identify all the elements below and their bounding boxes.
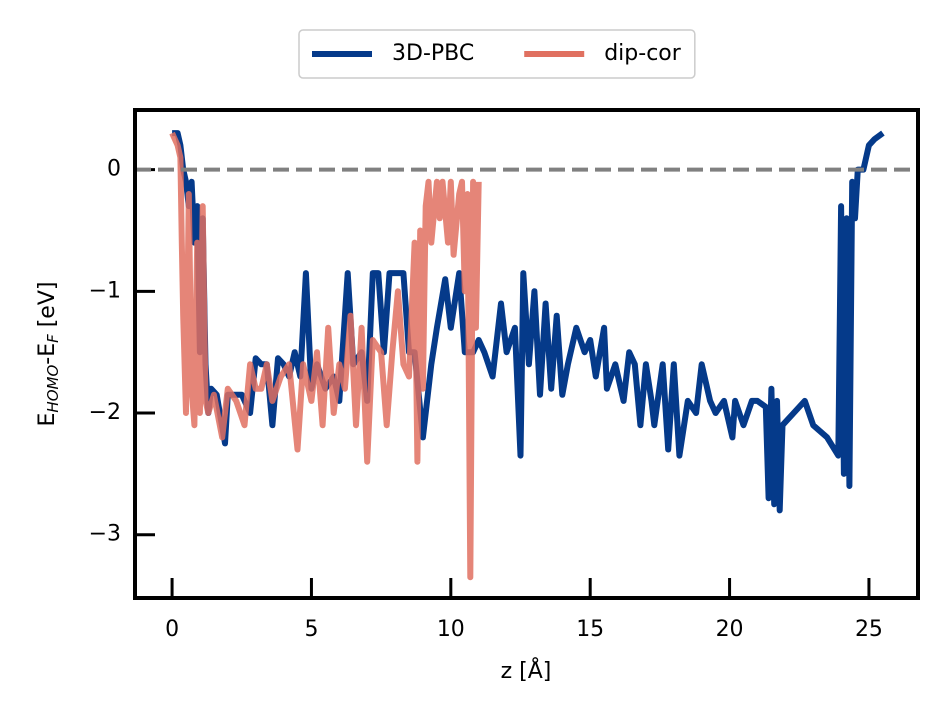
y-tick-label: −2 xyxy=(89,400,121,425)
legend-label: 3D-PBC xyxy=(392,41,474,66)
x-tick-label: 20 xyxy=(716,617,744,642)
y-tick-label: −1 xyxy=(89,278,121,303)
y-tick-label: −3 xyxy=(89,522,121,547)
x-tick-label: 5 xyxy=(304,617,318,642)
data-line xyxy=(172,130,885,514)
x-tick-label: 0 xyxy=(165,617,179,642)
legend-label: dip-cor xyxy=(604,41,682,66)
y-tick-label: 0 xyxy=(107,157,121,182)
y-axis-label: EHOMO-EF [eV] xyxy=(35,282,62,427)
legend: 3D-PBC dip-cor xyxy=(298,29,696,79)
y-label-subscript: HOMO xyxy=(44,365,62,413)
y-label-part: E xyxy=(35,413,60,427)
x-axis-label: z [Å] xyxy=(501,657,552,684)
plot-area xyxy=(135,130,918,581)
y-label-part: [eV] xyxy=(35,282,60,335)
x-tick-label: 10 xyxy=(437,617,465,642)
x-tick-label: 25 xyxy=(855,617,883,642)
plot-frame xyxy=(133,108,920,600)
legend-box xyxy=(298,29,696,79)
data-line xyxy=(169,131,482,581)
x-tick-label: 15 xyxy=(576,617,604,642)
y-label-subscript: F xyxy=(44,334,62,343)
y-label-part: -E xyxy=(35,343,60,365)
